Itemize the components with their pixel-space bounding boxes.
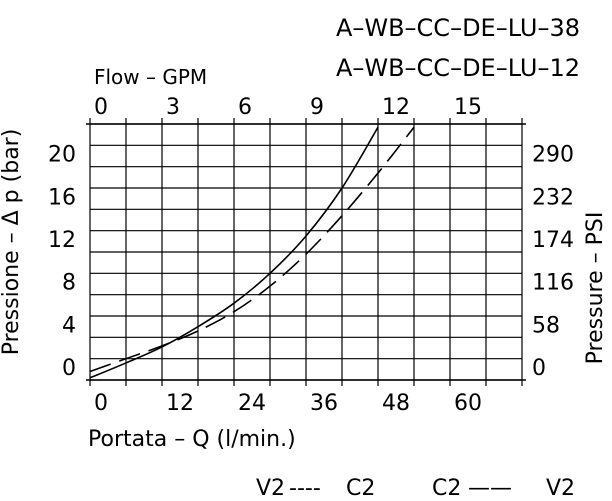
x-tick-label: 60 [454, 391, 482, 416]
solid-curve-c2-v2 [89, 126, 379, 379]
top-tick-label: 12 [382, 95, 410, 120]
grid [86, 118, 526, 386]
right-tick-label: 232 [532, 185, 574, 210]
curves [89, 126, 415, 379]
legend-solid-left: C2 [432, 476, 461, 501]
y-tick-label: 16 [48, 185, 76, 210]
top-tick-label: 3 [166, 95, 180, 120]
top-tick-label: 6 [238, 95, 252, 120]
top-tick-label: 15 [454, 95, 482, 120]
right-tick-label: 290 [532, 143, 574, 168]
right-axis-label: Pressure – PSI [583, 212, 608, 365]
x-tick-label: 24 [238, 391, 266, 416]
legend-dashed-right: C2 [346, 476, 375, 501]
legend-solid-right: V2 [546, 476, 575, 501]
y-tick-label: 12 [48, 228, 76, 253]
title-line-2: A–WB–CC–DE–LU–12 [336, 54, 580, 82]
y-tick-label: 0 [62, 356, 76, 381]
tick-labels: 0 12 24 36 48 600 3 6 9 12 15048121620058116174232… [48, 95, 574, 416]
y-tick-label: 8 [62, 271, 76, 296]
legend-dashed-left: V2 [256, 476, 285, 501]
top-tick-label: 9 [310, 95, 324, 120]
y-tick-label: 20 [48, 143, 76, 168]
right-tick-label: 174 [532, 228, 574, 253]
legend-solid-symbol: —— [468, 476, 512, 501]
x-tick-label: 0 [94, 391, 108, 416]
right-tick-label: 58 [532, 313, 560, 338]
top-tick-label: 0 [94, 95, 108, 120]
x-tick-label: 36 [310, 391, 338, 416]
legend: V2 ---- C2 C2 —— V2 [256, 476, 575, 501]
right-tick-label: 116 [532, 271, 574, 296]
dashed-curve-v2-c2 [89, 126, 415, 373]
y-axis-label: Pressione – Δ p (bar) [0, 129, 24, 356]
x-axis-label: Portata – Q (l/min.) [88, 427, 296, 452]
x-tick-label: 48 [382, 391, 410, 416]
x-tick-label: 12 [166, 391, 194, 416]
y-tick-label: 4 [62, 313, 76, 338]
legend-dashed-symbol: ---- [289, 476, 321, 501]
right-tick-label: 0 [532, 356, 546, 381]
title-line-1: A–WB–CC–DE–LU–38 [336, 14, 580, 42]
top-axis-label: Flow – GPM [94, 65, 207, 89]
